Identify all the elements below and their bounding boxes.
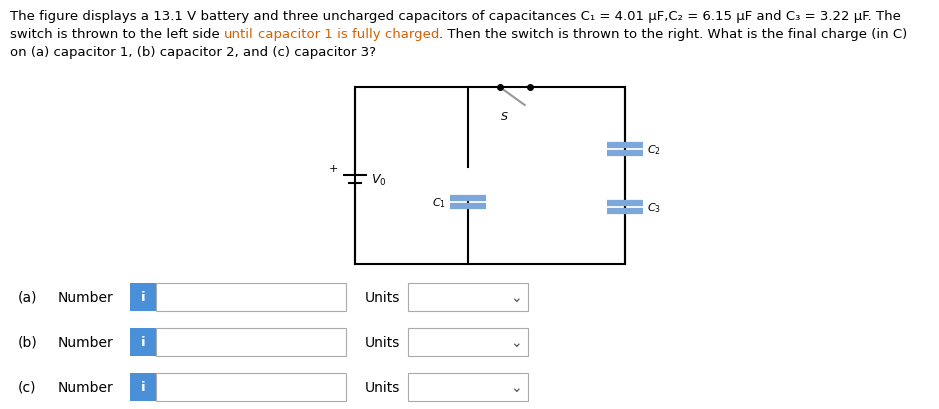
Text: ⌄: ⌄	[510, 335, 522, 349]
Text: Units: Units	[365, 290, 400, 304]
Bar	[130, 283, 156, 311]
Text: $C_1$: $C_1$	[432, 196, 446, 209]
Text: . Then the switch is thrown to the right. What is the final charge (in C): . Then the switch is thrown to the right…	[439, 28, 908, 41]
Text: Number: Number	[58, 380, 114, 394]
Text: Number: Number	[58, 290, 114, 304]
Text: +: +	[329, 164, 338, 173]
Bar	[130, 373, 156, 401]
Text: until: until	[224, 28, 254, 41]
Text: ⌄: ⌄	[510, 380, 522, 394]
Text: Units: Units	[365, 380, 400, 394]
Text: $S$: $S$	[500, 110, 509, 122]
Text: on (a) capacitor 1, (b) capacitor 2, and (c) capacitor 3?: on (a) capacitor 1, (b) capacitor 2, and…	[10, 46, 376, 59]
Text: (b): (b)	[18, 335, 38, 349]
Text: The figure displays a 13.1 V battery and three uncharged capacitors of capacitan: The figure displays a 13.1 V battery and…	[10, 10, 901, 23]
Text: (a): (a)	[18, 290, 38, 304]
Bar	[408, 373, 528, 401]
Bar	[408, 283, 528, 311]
Text: $V_0$: $V_0$	[371, 172, 387, 187]
Bar	[408, 328, 528, 356]
Bar	[355, 88, 625, 264]
Bar	[156, 283, 346, 311]
Text: i: i	[141, 291, 146, 304]
Text: Units: Units	[365, 335, 400, 349]
Text: i: i	[141, 336, 146, 348]
Text: $C_3$: $C_3$	[647, 201, 661, 215]
Text: ⌄: ⌄	[510, 290, 522, 304]
Text: Number: Number	[58, 335, 114, 349]
Text: (c): (c)	[18, 380, 37, 394]
Text: i: i	[141, 380, 146, 393]
Bar	[156, 328, 346, 356]
Bar	[156, 373, 346, 401]
Text: capacitor 1 is fully charged: capacitor 1 is fully charged	[258, 28, 439, 41]
Text: $C_2$: $C_2$	[647, 143, 661, 157]
Bar	[130, 328, 156, 356]
Text: switch is thrown to the left side: switch is thrown to the left side	[10, 28, 224, 41]
